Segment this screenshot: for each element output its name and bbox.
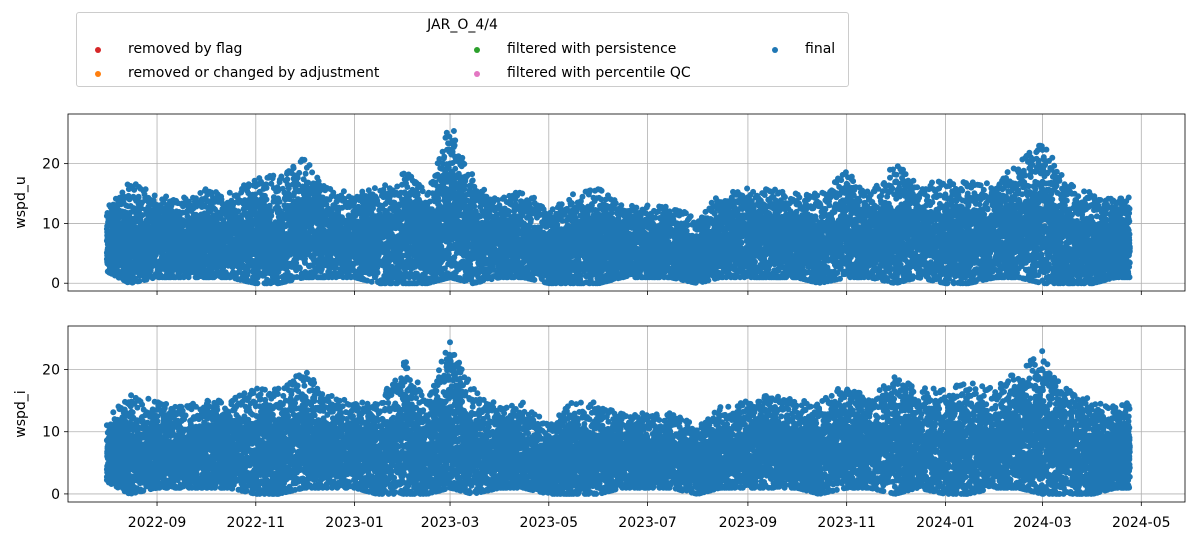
axes-frame <box>67 113 1186 292</box>
legend-dot-icon <box>772 47 778 53</box>
legend-dot-icon <box>95 71 101 77</box>
data-point <box>103 128 1133 287</box>
legend-label: filtered with percentile QC <box>507 65 691 81</box>
legend-label: filtered with persistence <box>507 41 677 57</box>
x-tick-label: 2022-11 <box>227 515 286 531</box>
legend: JAR_O_4/4 removed by flag removed or cha… <box>76 12 849 87</box>
x-tick-label: 2024-05 <box>1112 515 1171 531</box>
y-tick-label: 20 <box>42 363 60 379</box>
scatter-series-final <box>103 128 1133 287</box>
y-axis-label: wspd_u <box>13 176 29 228</box>
y-tick-label: 10 <box>42 425 60 441</box>
x-tick-label: 2023-11 <box>817 515 876 531</box>
x-tick-label: 2023-07 <box>618 515 677 531</box>
x-tick-label: 2023-01 <box>325 515 384 531</box>
legend-dot-icon <box>474 47 480 53</box>
x-tick-label: 2023-09 <box>719 515 778 531</box>
y-tick-label: 0 <box>51 276 60 292</box>
y-tick-label: 10 <box>42 216 60 232</box>
scatter-series-final <box>103 339 1133 497</box>
y-axis-label: wspd_i <box>13 390 29 437</box>
legend-label: removed by flag <box>128 41 243 57</box>
y-tick-label: 20 <box>42 157 60 173</box>
legend-label: final <box>805 41 836 57</box>
legend-label: removed or changed by adjustment <box>128 65 380 81</box>
x-tick-label: 2024-01 <box>916 515 975 531</box>
y-tick-label: 0 <box>51 487 60 503</box>
axes-frame <box>67 325 1186 503</box>
x-tick-label: 2022-09 <box>128 515 187 531</box>
x-tick-label: 2024-03 <box>1013 515 1072 531</box>
x-tick-label: 2023-05 <box>520 515 579 531</box>
legend-dot-icon <box>95 47 101 53</box>
legend-title: JAR_O_4/4 <box>427 17 498 33</box>
legend-dot-icon <box>474 71 480 77</box>
data-point <box>103 339 1133 497</box>
x-tick-label: 2023-03 <box>421 515 480 531</box>
